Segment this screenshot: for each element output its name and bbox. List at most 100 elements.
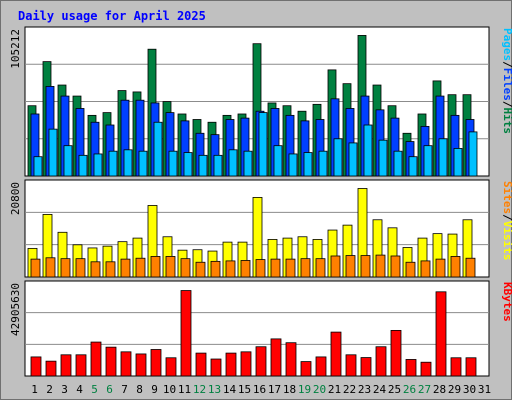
bar-sites-day-25 <box>390 255 401 278</box>
x-axis-labels: 1 2 3 4 5 6 7 8 9 10 11 12 13 14 15 16 17 18 19 20 21 22 23 24 2… <box>31 383 491 396</box>
bar-kbytes-day-2 <box>45 360 57 377</box>
x-tick-label-day-11: 11 <box>178 383 191 396</box>
x-tick-label-day-26: 26 <box>403 383 416 396</box>
x-tick-label-day-10: 10 <box>163 383 176 396</box>
bar-sites-day-14 <box>225 260 236 278</box>
bar-sites-day-30 <box>465 257 476 278</box>
bar-pages-day-1 <box>33 156 43 177</box>
bar-pages-day-10 <box>168 150 178 177</box>
bar-pages-day-25 <box>393 150 403 177</box>
x-tick-label-day-9: 9 <box>151 383 158 396</box>
x-tick-label-day-13: 13 <box>208 383 221 396</box>
bar-pages-day-21 <box>333 138 343 177</box>
bar-kbytes-day-23 <box>360 357 372 377</box>
bar-kbytes-day-11 <box>180 290 192 377</box>
x-tick-label-day-31: 31 <box>478 383 491 396</box>
bar-pages-day-12 <box>198 154 208 177</box>
legend-entry-pages: Pages <box>501 28 512 61</box>
bar-kbytes-day-25 <box>390 329 402 377</box>
bar-sites-day-10 <box>165 256 176 278</box>
bar-pages-day-3 <box>63 145 73 177</box>
bar-sites-day-12 <box>195 261 206 278</box>
bar-kbytes-day-14 <box>225 352 237 377</box>
x-tick-label-day-25: 25 <box>388 383 401 396</box>
bar-pages-day-14 <box>228 149 238 177</box>
bar-pages-day-9 <box>153 121 163 177</box>
bar-kbytes-day-4 <box>75 354 87 377</box>
bar-sites-day-17 <box>270 258 281 278</box>
bar-kbytes-day-13 <box>210 358 222 377</box>
bar-sites-day-21 <box>330 255 341 278</box>
bar-pages-day-17 <box>273 145 283 177</box>
panel-kbytes: 42905630 KBytes <box>9 280 512 377</box>
bar-pages-day-16 <box>258 112 268 177</box>
series-kbytes <box>30 290 477 377</box>
max-label-kbytes: 42905630 <box>9 283 22 336</box>
bar-pages-day-23 <box>363 124 373 177</box>
chart-title: Daily usage for April 2025 <box>18 9 206 23</box>
bar-kbytes-day-26 <box>405 359 417 377</box>
legend-entry-slash: / <box>501 214 512 221</box>
bar-sites-day-16 <box>255 259 266 278</box>
x-tick-label-day-20: 20 <box>313 383 326 396</box>
x-tick-label-day-24: 24 <box>373 383 387 396</box>
legend-entry-visits: Visits <box>501 221 512 261</box>
bar-kbytes-day-30 <box>465 357 477 377</box>
bar-pages-day-28 <box>438 138 448 177</box>
bar-sites-day-19 <box>300 258 311 278</box>
bar-kbytes-day-15 <box>240 351 252 377</box>
legend-entry-hits: Hits <box>501 108 512 135</box>
bar-pages-day-27 <box>423 145 433 177</box>
max-label-visits-sites: 20800 <box>9 182 22 215</box>
x-tick-label-day-1: 1 <box>31 383 38 396</box>
panels-group: 105212Pages/Files/Hits20800Sites/Visits4… <box>9 26 512 377</box>
legend-kbytes: KBytes <box>501 282 512 322</box>
bar-kbytes-day-24 <box>375 346 387 377</box>
x-tick-label-day-17: 17 <box>268 383 281 396</box>
legend-hits-files-pages: Pages/Files/Hits <box>501 28 512 134</box>
bar-sites-day-6 <box>105 261 116 278</box>
bar-sites-day-7 <box>120 258 131 278</box>
bar-sites-day-27 <box>420 260 431 278</box>
x-tick-label-day-28: 28 <box>433 383 446 396</box>
bar-pages-day-5 <box>93 153 103 177</box>
bar-pages-day-29 <box>453 148 463 177</box>
x-tick-label-day-8: 8 <box>136 383 143 396</box>
bar-pages-day-13 <box>213 154 223 177</box>
bar-pages-day-2 <box>48 128 58 177</box>
legend-entry-slash: / <box>501 101 512 108</box>
bar-sites-day-11 <box>180 258 191 278</box>
bar-pages-day-24 <box>378 139 388 177</box>
legend-entry-sites: Sites <box>501 181 512 214</box>
x-tick-label-day-23: 23 <box>358 383 371 396</box>
legend-entry-kbytes: KBytes <box>501 282 512 322</box>
x-tick-label-day-19: 19 <box>298 383 311 396</box>
x-tick-label-day-4: 4 <box>76 383 83 396</box>
x-tick-label-day-30: 30 <box>463 383 476 396</box>
bar-sites-day-24 <box>375 254 386 278</box>
bar-sites-day-23 <box>360 255 371 278</box>
x-tick-label-day-29: 29 <box>448 383 461 396</box>
x-tick-label-day-16: 16 <box>253 383 266 396</box>
bar-kbytes-day-29 <box>450 357 462 377</box>
bar-sites-day-1 <box>30 258 41 278</box>
legend-visits-sites: Sites/Visits <box>501 181 512 261</box>
x-tick-label-day-18: 18 <box>283 383 296 396</box>
bar-kbytes-day-27 <box>420 361 432 377</box>
panel-visits-sites: 20800 Sites/Visits <box>9 179 512 278</box>
bar-sites-day-3 <box>60 258 71 278</box>
max-label-hits-files-pages: 105212 <box>9 29 22 69</box>
x-tick-label-day-2: 2 <box>46 383 53 396</box>
bar-pages-day-8 <box>138 150 148 177</box>
bar-pages-day-15 <box>243 150 253 177</box>
series-sites <box>30 254 476 278</box>
bar-sites-day-20 <box>315 258 326 278</box>
bar-sites-day-2 <box>45 257 56 278</box>
bar-kbytes-day-17 <box>270 338 282 377</box>
bar-pages-day-6 <box>108 150 118 177</box>
bar-kbytes-day-3 <box>60 354 72 377</box>
x-tick-label-day-21: 21 <box>328 383 341 396</box>
bar-pages-day-18 <box>288 153 298 177</box>
bar-sites-day-15 <box>240 260 251 278</box>
x-tick-label-day-6: 6 <box>106 383 113 396</box>
